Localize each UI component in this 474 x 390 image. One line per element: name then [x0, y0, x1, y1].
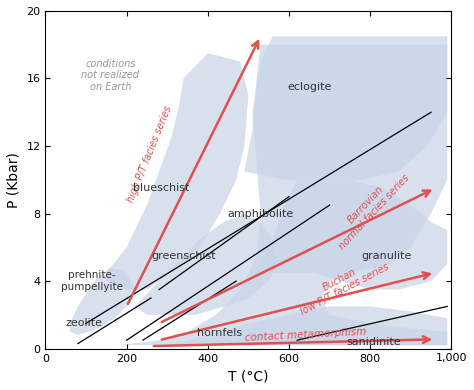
Text: greenschist: greenschist: [151, 251, 216, 261]
Polygon shape: [244, 45, 447, 180]
Text: blueschist: blueschist: [133, 183, 189, 193]
Text: high P/T facies series: high P/T facies series: [126, 105, 174, 204]
Text: amphibolite: amphibolite: [228, 209, 294, 218]
Text: prehnite-
pumpellyite: prehnite- pumpellyite: [61, 270, 123, 292]
Text: conditions
not realized
on Earth: conditions not realized on Earth: [82, 58, 139, 92]
Polygon shape: [70, 268, 135, 335]
X-axis label: T (°C): T (°C): [228, 369, 269, 383]
Text: sanidinite: sanidinite: [347, 337, 401, 347]
Polygon shape: [106, 53, 248, 289]
Y-axis label: P (Kbar): P (Kbar): [7, 152, 21, 208]
Polygon shape: [167, 307, 447, 345]
Text: contact metamorphism: contact metamorphism: [244, 327, 366, 343]
Polygon shape: [261, 180, 447, 289]
Text: hornfels: hornfels: [198, 328, 243, 339]
Polygon shape: [78, 36, 447, 345]
Text: Buchan
low P/T facies series: Buchan low P/T facies series: [293, 252, 391, 317]
Text: granulite: granulite: [361, 251, 411, 261]
Text: eclogite: eclogite: [287, 82, 331, 92]
Text: Barrovian
normal facies series: Barrovian normal facies series: [329, 165, 411, 252]
Polygon shape: [135, 214, 277, 315]
Text: zeolite: zeolite: [65, 318, 102, 328]
